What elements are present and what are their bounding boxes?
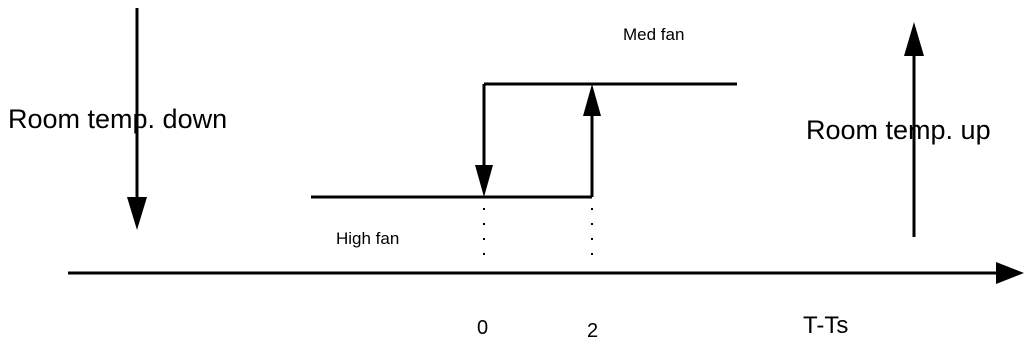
transition-down-arrowhead bbox=[475, 165, 493, 197]
high-fan-label: High fan bbox=[336, 229, 400, 248]
room-temp-up-arrowhead bbox=[904, 22, 924, 56]
tick-label-zero: 0 bbox=[477, 317, 489, 339]
axis-label: T-Ts bbox=[803, 312, 849, 339]
transition-up-arrowhead bbox=[583, 84, 601, 116]
x-axis-arrowhead bbox=[996, 262, 1024, 284]
med-fan-label: Med fan bbox=[623, 25, 685, 44]
room-temp-up-label: Room temp. up bbox=[806, 115, 991, 145]
tick-label-two: 2 bbox=[587, 320, 599, 342]
room-temp-down-arrowhead bbox=[127, 197, 147, 230]
room-temp-down-label: Room temp. down bbox=[8, 104, 228, 134]
